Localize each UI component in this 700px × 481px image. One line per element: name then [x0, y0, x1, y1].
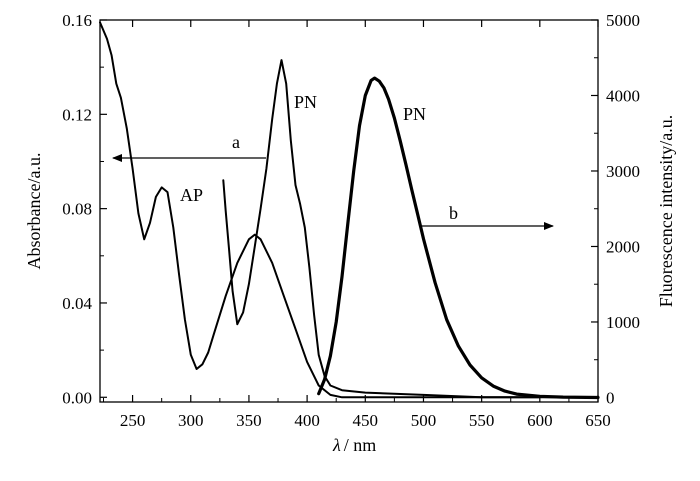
y-right-tick-label: 4000 — [606, 86, 640, 105]
series-line-ap-left — [99, 21, 599, 399]
y-right-tick-label: 3000 — [606, 162, 640, 181]
plot-frame — [99, 19, 599, 403]
curves — [99, 21, 600, 400]
x-tick-label: 450 — [353, 411, 379, 430]
y-right-tick-label: 5000 — [606, 11, 640, 30]
x-tick-label: 300 — [178, 411, 204, 430]
series-line-pn-right — [317, 76, 600, 400]
annotation-pn-fluorescence: PN — [403, 104, 426, 124]
x-tick-label: 550 — [469, 411, 495, 430]
y-left-tick-label: 0.16 — [62, 11, 92, 30]
y-left-tick-label: 0.08 — [62, 200, 92, 219]
y-left-tick-label: 0.12 — [62, 105, 92, 124]
x-tick-label: 500 — [411, 411, 437, 430]
annotation-pn-absorbance: PN — [294, 92, 317, 112]
y-left-tick-label: 0.04 — [62, 294, 92, 313]
y-axis-right-title: Fluorescence intensity/a.u. — [656, 115, 676, 307]
y-right-tick-label: 0 — [606, 388, 615, 407]
y-right-tick-label: 2000 — [606, 237, 640, 256]
x-tick-label: 400 — [294, 411, 320, 430]
x-axis-unit: / nm — [344, 435, 377, 455]
x-tick-label: 350 — [236, 411, 262, 430]
x-tick-label: 600 — [527, 411, 553, 430]
y-right-tick-label: 1000 — [606, 313, 640, 332]
series-line-pn-left — [222, 59, 541, 399]
x-tick-label: 650 — [585, 411, 611, 430]
x-axis-title: λ / nm — [332, 435, 376, 455]
x-axis-symbol: λ — [332, 435, 341, 455]
annotation-b: b — [449, 203, 458, 223]
y-axis-left-title: Absorbance/a.u. — [24, 153, 44, 270]
y-left-tick-label: 0.00 — [62, 388, 92, 407]
annotation-a: a — [232, 132, 240, 152]
ticks: 250 300 350 400 450 500 550 600 650 0.00 0.04 0.08 0… — [62, 11, 640, 430]
annotation-ap: AP — [180, 185, 203, 205]
x-tick-label: 250 — [120, 411, 146, 430]
